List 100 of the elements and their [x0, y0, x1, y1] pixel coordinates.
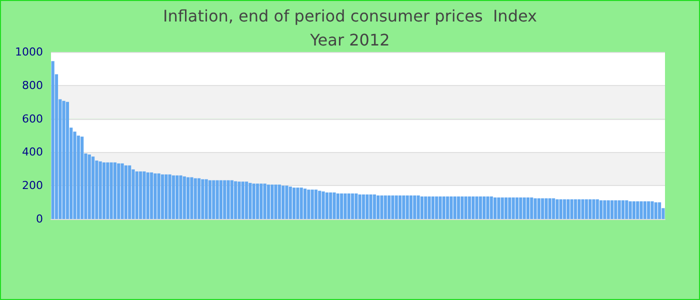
bar: [446, 196, 450, 219]
bar: [142, 171, 146, 219]
bar: [500, 197, 504, 219]
bar: [504, 197, 508, 219]
bar: [394, 195, 398, 219]
chart-title: Inflation, end of period consumer prices Index: [162, 6, 538, 26]
bar: [384, 195, 387, 219]
bar: [409, 195, 413, 219]
bar: [570, 199, 574, 219]
bar: [431, 196, 434, 219]
bar: [292, 188, 296, 219]
bar: [628, 201, 632, 219]
bar: [559, 199, 562, 219]
bar: [541, 198, 544, 219]
bar: [494, 197, 497, 219]
bar: [603, 200, 606, 219]
bar: [51, 61, 54, 219]
bar: [522, 197, 526, 219]
bar: [548, 198, 552, 219]
bar: [475, 196, 478, 219]
bar: [270, 184, 274, 219]
bar: [621, 200, 625, 219]
bar: [150, 172, 154, 219]
bar: [102, 162, 106, 219]
bar: [168, 174, 172, 219]
bar: [519, 197, 522, 219]
bar: [596, 199, 599, 219]
bar: [482, 196, 486, 219]
bar: [238, 182, 241, 219]
bar: [266, 184, 270, 219]
y-tick-label: 800: [22, 78, 43, 92]
bar: [464, 196, 468, 219]
bar: [234, 181, 238, 219]
bar: [413, 195, 416, 219]
bar: [226, 180, 230, 219]
bar: [398, 195, 402, 219]
bar: [113, 162, 117, 219]
bar: [288, 186, 292, 219]
bar: [647, 201, 650, 219]
bar: [472, 196, 475, 219]
bar: [98, 161, 102, 219]
bar: [636, 201, 640, 219]
bar: [208, 180, 212, 219]
bar: [124, 165, 128, 219]
bar: [456, 196, 460, 219]
bar: [274, 184, 278, 219]
bar: [106, 162, 110, 219]
bar: [260, 184, 263, 219]
bar: [486, 196, 490, 219]
bar: [544, 198, 548, 219]
bar: [380, 195, 384, 219]
bar: [606, 200, 610, 219]
bar: [194, 178, 197, 219]
y-tick-label: 1000: [15, 46, 43, 58]
bar: [282, 186, 285, 219]
bar: [318, 190, 322, 219]
bar: [204, 179, 208, 219]
bar: [344, 193, 347, 219]
bar: [154, 173, 157, 219]
bar: [438, 196, 442, 219]
bar: [581, 199, 584, 219]
bar: [534, 198, 537, 219]
chart-subtitle: Year 2012: [309, 30, 390, 50]
bar: [88, 154, 91, 219]
bar: [468, 196, 472, 219]
bar: [278, 184, 281, 219]
bar: [497, 197, 500, 219]
bar: [146, 172, 150, 219]
bar: [176, 175, 179, 219]
bar: [179, 175, 182, 219]
bar: [424, 196, 428, 219]
y-tick-label: 200: [22, 179, 43, 192]
bar: [391, 195, 394, 219]
bar: [263, 184, 266, 219]
bar: [416, 195, 420, 219]
bar: [110, 162, 113, 219]
bar: [566, 199, 570, 219]
bar: [490, 196, 493, 219]
bar: [120, 163, 124, 219]
bar: [588, 199, 592, 219]
y-tick-label: 600: [22, 112, 43, 126]
bar: [450, 196, 453, 219]
bar: [212, 180, 216, 219]
bar: [332, 192, 336, 219]
bar: [95, 160, 98, 219]
bar: [197, 178, 201, 219]
y-tick-label: 0: [36, 212, 43, 226]
bar: [300, 188, 303, 219]
bar: [157, 173, 160, 219]
bar: [248, 182, 252, 219]
bar: [164, 174, 168, 219]
bar: [230, 180, 234, 219]
bar: [91, 156, 95, 219]
bar: [420, 196, 424, 219]
bar: [584, 199, 588, 219]
bar: [618, 200, 621, 219]
bar: [625, 200, 628, 219]
bar: [354, 193, 358, 219]
bar: [325, 192, 328, 219]
bar: [406, 195, 409, 219]
